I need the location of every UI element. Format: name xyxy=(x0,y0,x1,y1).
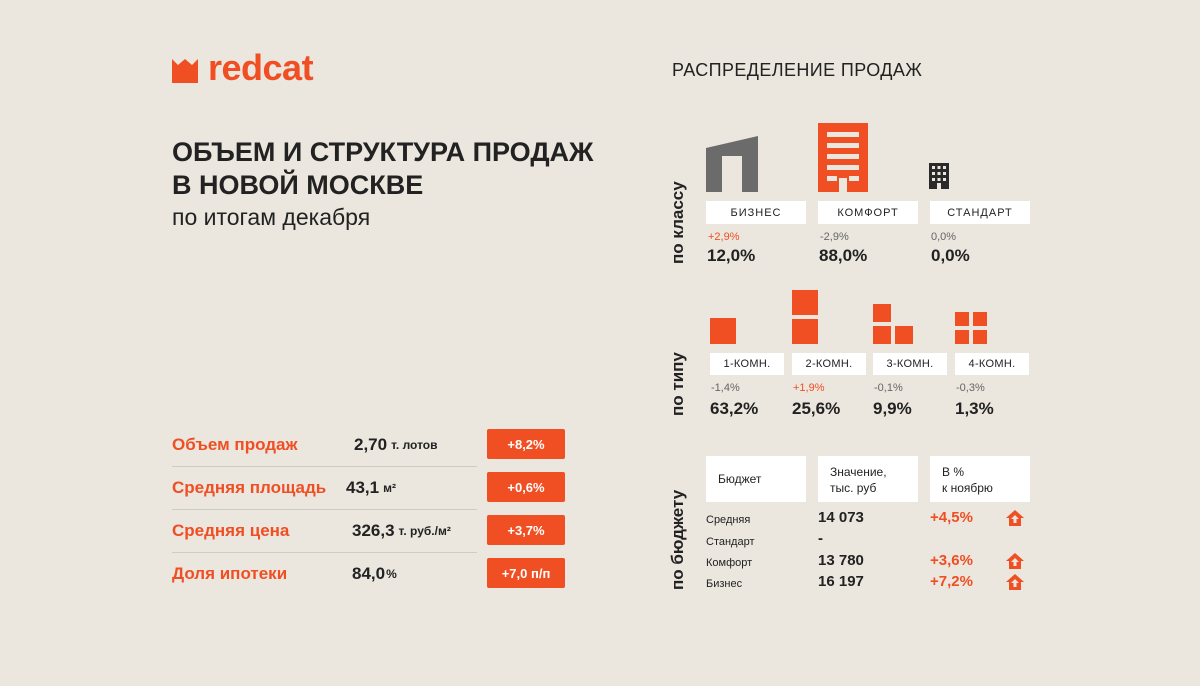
budget-row-value: 16 197 xyxy=(818,573,864,590)
page-subtitle: по итогам декабря xyxy=(172,204,371,230)
class-share-business: 12,0% xyxy=(707,246,756,265)
house-up-icon xyxy=(1006,510,1024,526)
comfort-building-icon xyxy=(818,123,868,192)
type-delta-4room: -0,3% xyxy=(956,382,985,394)
budget-row-label: Комфорт xyxy=(706,557,753,569)
budget-row-pct: +4,5% xyxy=(930,509,973,526)
budget-header-value: Значение, тыс. руб xyxy=(818,456,918,502)
class-delta-standard: 0,0% xyxy=(931,231,957,243)
metric-label: Средняя цена xyxy=(172,520,290,540)
axis-label-by-class: по классу xyxy=(668,181,687,264)
budget-row-value: - xyxy=(818,530,823,547)
type-label-3room: 3-КОМН. xyxy=(873,353,947,375)
class-label-standard: СТАНДАРТ xyxy=(930,201,1030,224)
class-share-standard: 0,0% xyxy=(931,246,970,265)
metric-badge: +7,0 п/п xyxy=(487,558,565,588)
metric-badge: +0,6% xyxy=(487,472,565,502)
budget-row-label: Стандарт xyxy=(706,536,755,548)
budget-row-value: 14 073 xyxy=(818,509,864,526)
axis-label-by-budget: по бюджету xyxy=(668,489,687,590)
type-share-3room: 9,9% xyxy=(873,399,912,418)
two-room-icon xyxy=(792,290,818,344)
type-share-4room: 1,3% xyxy=(955,399,994,418)
house-up-icon xyxy=(1006,553,1024,569)
brand-name: redcat xyxy=(208,47,314,88)
budget-row-label: Средняя xyxy=(706,514,751,526)
metric-badge: +8,2% xyxy=(487,429,565,459)
redcat-logo-icon xyxy=(172,59,198,83)
page-title-line1: ОБЪЕМ И СТРУКТУРА ПРОДАЖ xyxy=(172,137,594,167)
type-share-2room: 25,6% xyxy=(792,399,841,418)
metric-label: Доля ипотеки xyxy=(172,563,288,583)
metric-value: 43,1 м² xyxy=(346,477,396,497)
metric-value: 2,70 т. лотов xyxy=(354,434,438,454)
metric-row-average-area: Средняя площадь 43,1 м² +0,6% xyxy=(172,466,567,509)
standard-building-icon xyxy=(929,163,949,189)
type-delta-3room: -0,1% xyxy=(874,382,903,394)
class-delta-comfort: -2,9% xyxy=(820,231,849,243)
metric-row-average-price: Средняя цена 326,3 т. руб./м² +3,7% xyxy=(172,509,567,552)
type-label-1room: 1-КОМН. xyxy=(710,353,784,375)
type-label-4room: 4-КОМН. xyxy=(955,353,1029,375)
metric-row-sales-volume: Объем продаж 2,70 т. лотов +8,2% xyxy=(172,423,567,466)
class-label-comfort: КОМФОРТ xyxy=(818,201,918,224)
class-share-comfort: 88,0% xyxy=(819,246,868,265)
budget-row-value: 13 780 xyxy=(818,552,864,569)
class-label-business: БИЗНЕС xyxy=(706,201,806,224)
budget-row-pct: +7,2% xyxy=(930,573,973,590)
type-delta-1room: -1,4% xyxy=(711,382,740,394)
metric-value: 84,0% xyxy=(352,563,397,583)
metric-badge: +3,7% xyxy=(487,515,565,545)
metric-divider xyxy=(172,552,477,553)
metric-divider xyxy=(172,466,477,467)
metric-value: 326,3 т. руб./м² xyxy=(352,520,451,540)
budget-header-budget: Бюджет xyxy=(706,456,806,502)
type-delta-2room: +1,9% xyxy=(793,382,825,394)
house-up-icon xyxy=(1006,574,1024,590)
metric-label: Средняя площадь xyxy=(172,477,327,497)
one-room-icon xyxy=(710,318,736,344)
four-room-icon xyxy=(955,312,987,344)
page-title-line2: В НОВОЙ МОСКВЕ xyxy=(172,170,424,200)
budget-header-percent: В % к ноябрю xyxy=(930,456,1030,502)
type-share-1room: 63,2% xyxy=(710,399,759,418)
business-building-icon xyxy=(706,136,758,192)
metric-row-mortgage-share: Доля ипотеки 84,0% +7,0 п/п xyxy=(172,552,567,595)
distribution-title: РАСПРЕДЕЛЕНИЕ ПРОДАЖ xyxy=(672,60,923,80)
metric-label: Объем продаж xyxy=(172,434,298,454)
metric-divider xyxy=(172,509,477,510)
budget-row-pct: +3,6% xyxy=(930,552,973,569)
axis-label-by-type: по типу xyxy=(668,352,687,416)
budget-row-label: Бизнес xyxy=(706,578,743,590)
three-room-icon xyxy=(873,304,913,344)
type-label-2room: 2-КОМН. xyxy=(792,353,866,375)
brand-logo: redcat xyxy=(172,47,314,88)
class-delta-business: +2,9% xyxy=(708,231,740,243)
